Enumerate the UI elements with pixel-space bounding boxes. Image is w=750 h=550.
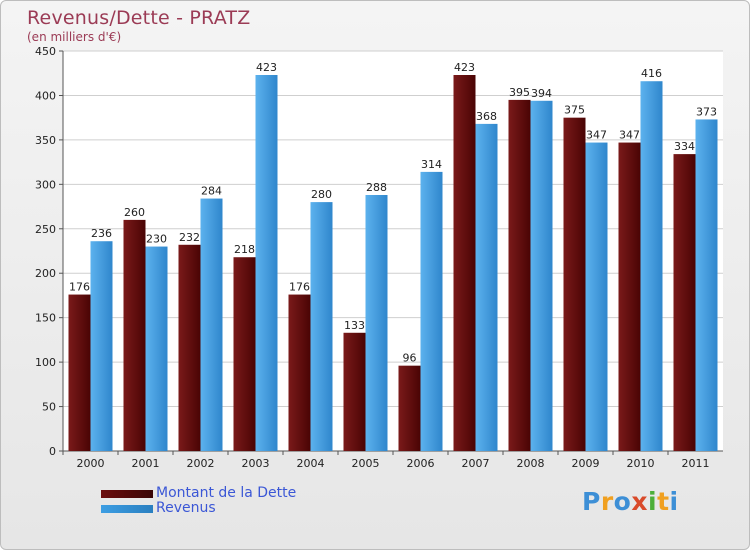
- legend-label-debt: Montant de la Dette: [156, 485, 297, 501]
- revenue-bar: [200, 198, 223, 451]
- x-tick-label: 2002: [187, 457, 215, 470]
- debt-value-label: 260: [124, 206, 145, 219]
- proxiti-logo: Proxiti: [582, 487, 679, 516]
- y-tick-label: 300: [35, 178, 56, 191]
- revenue-value-label: 368: [476, 110, 497, 123]
- x-tick-label: 2006: [407, 457, 435, 470]
- debt-bar: [563, 117, 586, 452]
- debt-value-label: 375: [564, 104, 585, 117]
- logo-letter: r: [600, 487, 614, 516]
- y-tick-label: 50: [42, 401, 56, 414]
- debt-value-label: 176: [289, 281, 310, 294]
- revenue-bar: [530, 100, 553, 452]
- debt-bar: [343, 332, 366, 451]
- debt-value-label: 218: [234, 243, 255, 256]
- debt-bar: [398, 365, 421, 451]
- y-tick-label: 250: [35, 223, 56, 236]
- revenue-bar: [90, 241, 113, 451]
- y-tick-label: 150: [35, 312, 56, 325]
- revenue-bar: [420, 171, 443, 451]
- revenue-bar: [145, 246, 168, 451]
- revenue-bar: [475, 123, 498, 451]
- debt-bar: [508, 99, 531, 451]
- revenue-bar: [255, 75, 278, 451]
- revenue-value-label: 230: [146, 233, 167, 246]
- debt-value-label: 347: [619, 129, 640, 142]
- debt-bar: [673, 154, 696, 451]
- debt-value-label: 96: [403, 352, 417, 365]
- y-tick-label: 400: [35, 89, 56, 102]
- x-tick-label: 2003: [242, 457, 270, 470]
- x-tick-label: 2005: [352, 457, 380, 470]
- revenue-value-label: 373: [696, 105, 717, 118]
- revenue-value-label: 347: [586, 129, 607, 142]
- debt-bar: [618, 142, 641, 452]
- debt-bar: [288, 294, 311, 451]
- revenue-value-label: 394: [531, 87, 552, 100]
- y-tick-label: 350: [35, 134, 56, 147]
- logo-letter: i: [648, 487, 658, 516]
- revenue-value-label: 284: [201, 185, 222, 198]
- legend-swatch-debt: [101, 490, 153, 498]
- x-tick-label: 2011: [682, 457, 710, 470]
- y-tick-label: 450: [35, 45, 56, 58]
- revenue-bar: [695, 119, 718, 451]
- debt-bar: [68, 294, 91, 451]
- debt-bar: [178, 244, 201, 451]
- logo-letter: i: [669, 487, 679, 516]
- revenue-bar: [640, 81, 663, 451]
- x-tick-label: 2009: [572, 457, 600, 470]
- logo-letter: P: [582, 487, 601, 516]
- debt-bar: [123, 219, 146, 451]
- x-tick-label: 2000: [77, 457, 105, 470]
- revenue-value-label: 280: [311, 188, 332, 201]
- revenue-value-label: 423: [256, 61, 277, 74]
- debt-value-label: 423: [454, 61, 475, 74]
- revenue-bar: [365, 195, 388, 451]
- x-tick-label: 2008: [517, 457, 545, 470]
- legend-swatch-revenue: [101, 505, 153, 513]
- x-tick-label: 2010: [627, 457, 655, 470]
- x-tick-label: 2001: [132, 457, 160, 470]
- revenue-value-label: 236: [91, 227, 112, 240]
- debt-bar: [233, 257, 256, 451]
- debt-bar: [453, 75, 476, 451]
- chart-subtitle: (en milliers d'€): [27, 30, 122, 44]
- debt-value-label: 176: [69, 281, 90, 294]
- y-tick-label: 200: [35, 267, 56, 280]
- plot-area: [63, 51, 723, 451]
- revenue-value-label: 288: [366, 181, 387, 194]
- x-tick-label: 2007: [462, 457, 490, 470]
- revenue-bar: [310, 202, 333, 451]
- chart-title: Revenus/Dette - PRATZ: [27, 7, 251, 29]
- revenue-value-label: 314: [421, 158, 442, 171]
- x-tick-label: 2004: [297, 457, 325, 470]
- debt-value-label: 395: [509, 86, 530, 99]
- debt-value-label: 334: [674, 140, 695, 153]
- y-tick-label: 100: [35, 356, 56, 369]
- logo-letter: t: [657, 487, 670, 516]
- revenue-value-label: 416: [641, 67, 662, 80]
- debt-value-label: 133: [344, 319, 365, 332]
- debt-value-label: 232: [179, 231, 200, 244]
- revenue-bar: [585, 142, 608, 452]
- y-tick-label: 0: [49, 445, 56, 458]
- logo-letter: o: [613, 487, 632, 516]
- legend-label-revenue: Revenus: [156, 500, 216, 516]
- logo-letter: x: [631, 487, 648, 516]
